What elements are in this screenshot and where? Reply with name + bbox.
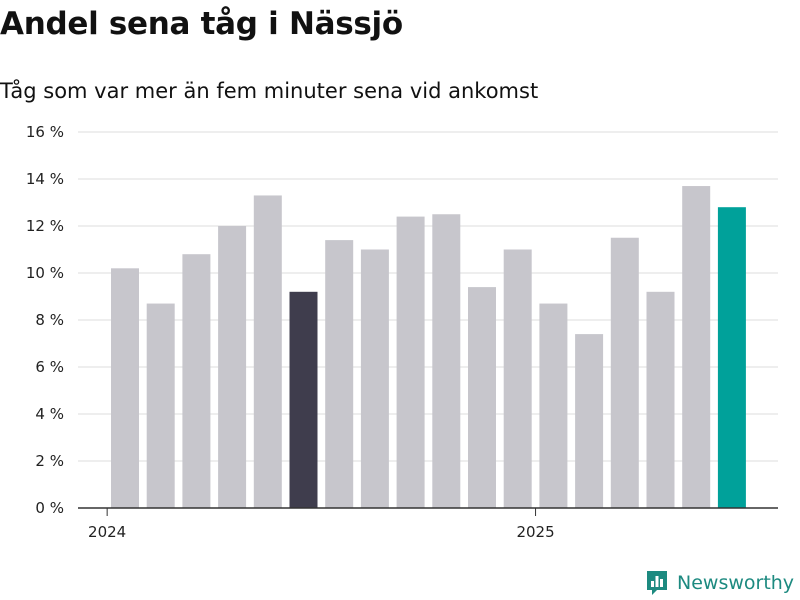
bar: [396, 216, 425, 508]
bar: [253, 195, 282, 508]
bar: [111, 268, 139, 508]
chart-subtitle: Tåg som var mer än fem minuter sena vid …: [0, 79, 539, 103]
bar: [539, 303, 568, 508]
bar: [646, 291, 675, 508]
bar: [503, 249, 532, 508]
bar-chart-icon: [647, 571, 667, 595]
x-tick-label: 2025: [516, 523, 554, 541]
y-tick-label: 6 %: [35, 358, 64, 376]
bar: [182, 254, 211, 508]
bar: [468, 287, 496, 508]
bar: [575, 334, 604, 508]
bar: [218, 226, 247, 508]
y-tick-label: 4 %: [35, 405, 64, 423]
y-tick-label: 10 %: [26, 264, 64, 282]
y-tick-label: 0 %: [35, 499, 64, 517]
bar: [610, 237, 639, 508]
bar: [289, 291, 318, 508]
bar: [360, 249, 389, 508]
bar: [682, 186, 711, 509]
bar: [325, 240, 354, 508]
y-tick-label: 16 %: [26, 123, 64, 141]
y-tick-label: 14 %: [26, 170, 64, 188]
brand-name: Newsworthy: [677, 572, 795, 594]
chart-title: Andel sena tåg i Nässjö: [0, 6, 403, 42]
bar: [146, 303, 175, 508]
newsworthy-logo: Newsworthy: [645, 569, 794, 597]
y-tick-label: 12 %: [26, 217, 64, 235]
y-tick-label: 2 %: [35, 452, 64, 470]
bar: [717, 207, 746, 508]
x-tick-label: 2024: [88, 523, 126, 541]
bar: [432, 214, 461, 508]
y-tick-label: 8 %: [35, 311, 64, 329]
